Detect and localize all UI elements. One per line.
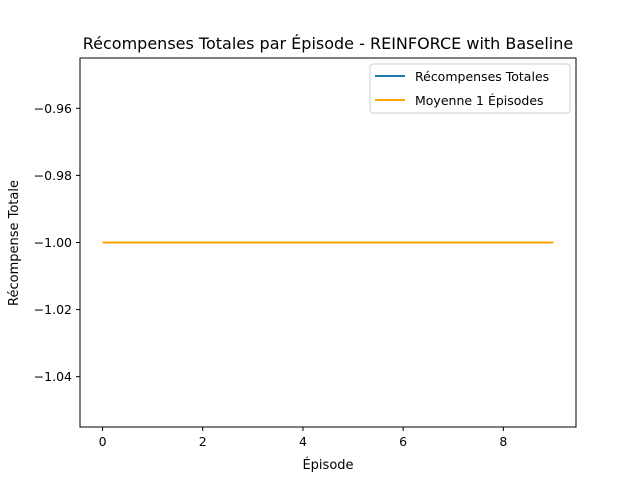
x-tick-label: 2 [199, 434, 207, 449]
x-tick-label: 8 [499, 434, 507, 449]
y-axis-ticks: −0.96 −0.98 −1.00 −1.02 −1.04 [34, 101, 80, 384]
y-axis-label: Récompense Totale [7, 180, 22, 306]
y-tick-label: −1.02 [34, 302, 72, 317]
legend-box [369, 63, 571, 114]
y-tick-label: −0.98 [34, 168, 72, 183]
x-axis-label: Épisode [302, 457, 353, 473]
y-tick-label: −0.96 [34, 101, 72, 116]
x-tick-label: 4 [299, 434, 307, 449]
x-tick-label: 6 [399, 434, 407, 449]
y-tick-label: −1.00 [34, 235, 72, 250]
legend-label-recompenses-totales: Récompenses Totales [415, 69, 549, 84]
chart-title: Récompenses Totales par Épisode - REINFO… [83, 34, 573, 53]
x-tick-label: 0 [99, 434, 107, 449]
y-tick-label: −1.04 [34, 369, 72, 384]
legend-label-moyenne: Moyenne 1 Épisodes [415, 93, 544, 108]
x-axis-ticks: 0 2 4 6 8 [99, 427, 507, 449]
legend: Récompenses Totales Moyenne 1 Épisodes [369, 63, 571, 114]
